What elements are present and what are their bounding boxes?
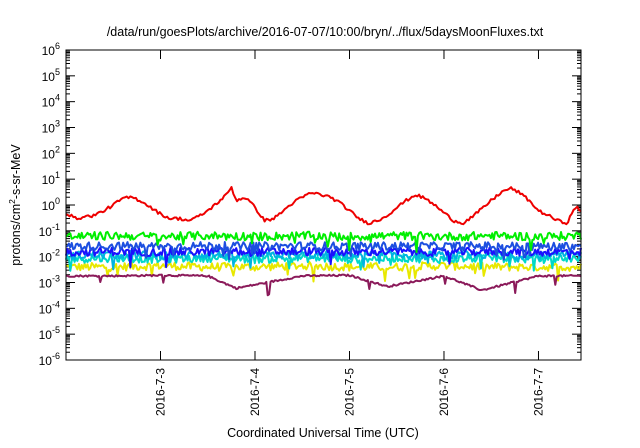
x-tick-label: 2016-7-5	[342, 368, 356, 416]
y-tick-label: 10-6	[39, 351, 60, 368]
x-tick-label: 2016-7-4	[248, 368, 262, 416]
chart-title: /data/run/goesPlots/archive/2016-07-07/1…	[107, 25, 544, 39]
axis-ticks	[66, 49, 581, 361]
y-tick-label: 105	[42, 67, 60, 84]
series-line-1	[65, 260, 582, 283]
y-tick-label: 10-4	[39, 299, 60, 316]
series-line-2	[65, 273, 582, 297]
y-axis-label: protons/cm2-s-sr-MeV	[7, 144, 23, 266]
y-axis-label-tail: -s-sr-MeV	[9, 144, 23, 200]
x-tick-label: 2016-7-3	[153, 368, 167, 416]
y-tick-label: 103	[42, 119, 60, 136]
y-tick-label: 106	[42, 41, 60, 58]
series-line-6	[65, 241, 582, 261]
y-axis-label-base: protons/cm	[9, 204, 23, 266]
y-tick-label: 10-2	[39, 248, 60, 265]
y-tick-label: 10-1	[39, 222, 60, 239]
series-layer	[65, 186, 582, 297]
y-tick-label: 102	[42, 144, 60, 161]
y-tick-label: 101	[42, 170, 60, 187]
series-line-5	[65, 246, 582, 269]
series-line-7	[65, 230, 582, 254]
y-tick-label: 10-5	[39, 325, 60, 342]
x-tick-label: 2016-7-6	[437, 368, 451, 416]
y-tick-labels: 10-6 10-5 10-4 10-3 10-2 10-1 100 101 102 103 104 1…	[39, 41, 60, 368]
y-axis-label-sup: 2	[7, 199, 17, 204]
y-tick-label: 104	[42, 93, 60, 110]
y-tick-label: 10-3	[39, 274, 60, 291]
plot-frame	[65, 49, 582, 361]
x-axis-label: Coordinated Universal Time (UTC)	[227, 426, 419, 440]
y-tick-label: 100	[42, 196, 60, 213]
x-tick-labels: 2016-7-3 2016-7-4 2016-7-5 2016-7-6 2016-7-7	[153, 368, 545, 416]
series-line-8	[65, 186, 582, 226]
x-tick-label: 2016-7-7	[531, 368, 545, 416]
